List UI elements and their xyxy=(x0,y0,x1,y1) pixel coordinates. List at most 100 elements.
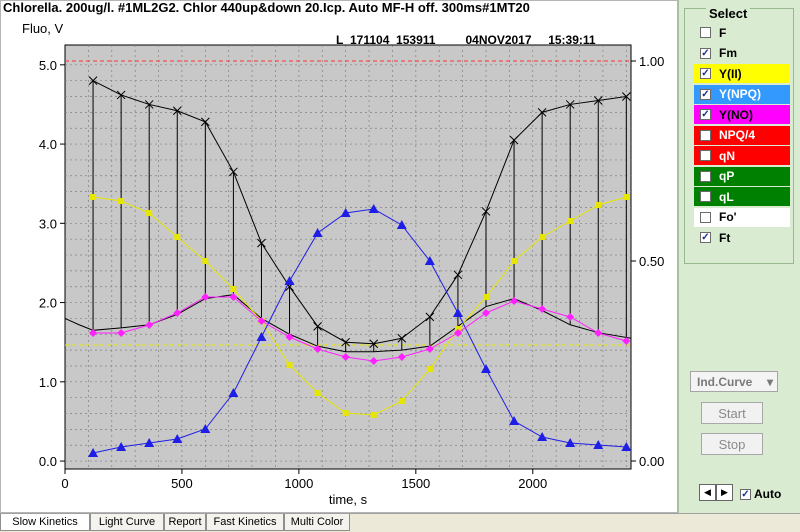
data-point-yii xyxy=(174,234,181,240)
data-point-yno xyxy=(257,317,266,325)
data-point-ynpq xyxy=(396,220,407,229)
series-line-fm xyxy=(92,80,627,345)
select-item[interactable]: ✓ Y(NPQ) xyxy=(694,84,790,104)
data-point-fm xyxy=(593,96,603,105)
data-point-fm xyxy=(257,238,266,248)
y-tick-label: 1.0 xyxy=(39,375,57,390)
marker-x-stroke xyxy=(172,106,182,116)
checkbox-empty-icon[interactable] xyxy=(700,150,711,161)
arrow-right-icon[interactable]: ▶ xyxy=(716,484,733,501)
checkbox-empty-icon[interactable] xyxy=(700,27,711,38)
tab-multi-color[interactable]: Multi Color xyxy=(284,514,350,531)
marker-x-stroke xyxy=(397,333,407,343)
data-point-yno xyxy=(425,345,434,353)
x-tick-label: 1000 xyxy=(284,476,313,491)
data-point-yii xyxy=(146,210,153,216)
x-tick-label: 0 xyxy=(61,476,68,491)
checkbox-empty-icon[interactable] xyxy=(700,170,711,182)
data-point-fm xyxy=(144,100,154,109)
data-point-yii xyxy=(567,218,574,224)
auto-checkmark-icon: ✓ xyxy=(740,488,751,500)
select-item[interactable]: qN xyxy=(694,146,790,165)
checkbox-empty-icon[interactable] xyxy=(700,129,711,141)
marker-x-stroke xyxy=(593,96,603,105)
select-item[interactable]: qP xyxy=(694,166,790,186)
data-point-yno xyxy=(89,329,98,337)
data-point-yno xyxy=(117,329,126,337)
tab-light-curve[interactable]: Light Curve xyxy=(90,514,164,531)
data-point-yno xyxy=(369,357,378,365)
data-point-ynpq xyxy=(144,438,155,447)
data-point-yno xyxy=(453,329,462,337)
select-item-label: F xyxy=(719,25,727,40)
x-tick-label: 500 xyxy=(171,476,193,491)
marker-x-stroke xyxy=(565,100,575,109)
checkbox-checked-icon[interactable]: ✓ xyxy=(700,88,711,100)
x-axis-label: time, s xyxy=(329,492,368,507)
checkbox-empty-icon[interactable] xyxy=(700,211,711,223)
tab-report[interactable]: Report xyxy=(164,514,206,531)
auto-checkbox[interactable]: ✓ Auto xyxy=(740,487,781,501)
select-item[interactable]: ✓ Ft xyxy=(694,228,790,247)
stop-button[interactable]: Stop xyxy=(701,433,763,455)
data-point-ynpq xyxy=(452,308,463,317)
time-label: 15:39:11 xyxy=(548,33,596,47)
data-point-yii xyxy=(230,286,237,292)
checkbox-empty-icon[interactable] xyxy=(700,191,711,202)
data-point-ynpq xyxy=(368,204,379,213)
data-point-ynpq xyxy=(509,416,520,425)
marker-x-stroke xyxy=(257,238,266,248)
measurement-header: Chlorella. 200ug/l. #1ML2G2. Chlor 440up… xyxy=(3,0,530,15)
data-point-ynpq xyxy=(480,364,491,373)
data-point-yii xyxy=(90,194,97,200)
file-id: L_171104_153911 xyxy=(336,33,436,47)
data-point-ynpq xyxy=(537,432,548,441)
marker-x-stroke xyxy=(229,167,238,177)
checkbox-checked-icon[interactable]: ✓ xyxy=(700,109,711,120)
file-timestamp: L_171104_153911 04NOV2017 15:39:11 xyxy=(336,33,596,47)
select-item[interactable]: qL xyxy=(694,187,790,206)
select-item-label: Fm xyxy=(719,46,737,60)
data-point-yii xyxy=(202,258,209,264)
series-line-ynpq xyxy=(92,208,627,454)
select-item[interactable]: Fo' xyxy=(694,207,790,227)
y-tick-label: 4.0 xyxy=(39,137,57,152)
select-item[interactable]: NPQ/4 xyxy=(694,125,790,145)
tab-fast-kinetics[interactable]: Fast Kinetics xyxy=(206,514,284,531)
data-point-yno xyxy=(538,305,547,313)
select-item-label: Ft xyxy=(719,230,731,245)
select-item[interactable]: ✓ Y(II) xyxy=(694,64,790,83)
checkbox-checked-icon[interactable]: ✓ xyxy=(700,68,711,79)
data-point-fm xyxy=(369,339,379,349)
series-line-yno xyxy=(93,296,627,362)
arrow-left-icon[interactable]: ◀ xyxy=(699,484,716,501)
data-point-fm xyxy=(481,207,491,216)
data-point-fm xyxy=(116,90,126,100)
select-item[interactable]: ✓ Y(NO) xyxy=(694,105,790,124)
ind-curve-value: Ind.Curve xyxy=(697,374,753,389)
slow-kinetics-chart: 0 500 1000 1500 2000 0.0 1.0 2.0 3.0 4.0 5.0 0.00 0.… xyxy=(39,44,664,507)
checkbox-checked-icon[interactable]: ✓ xyxy=(700,232,711,243)
data-point-yii xyxy=(370,412,377,418)
auto-label: Auto xyxy=(754,487,782,501)
checkbox-checked-icon[interactable]: ✓ xyxy=(700,47,711,59)
plot-area xyxy=(64,44,632,470)
select-item-label: qL xyxy=(719,189,734,204)
select-item-label: Fo' xyxy=(719,210,737,224)
select-item[interactable]: ✓ Fm xyxy=(694,43,790,63)
start-button[interactable]: Start xyxy=(701,402,763,424)
data-point-yno xyxy=(594,329,603,337)
select-item[interactable]: F xyxy=(694,23,790,42)
data-point-ynpq xyxy=(200,424,211,433)
data-point-ynpq xyxy=(256,332,267,341)
data-point-yno xyxy=(173,309,182,317)
data-point-fm xyxy=(88,76,98,86)
date-label: 04NOV2017 xyxy=(465,33,532,47)
tab-slow-kinetics[interactable]: Slow Kinetics xyxy=(0,514,90,531)
select-item-label: Y(II) xyxy=(719,66,742,81)
ind-curve-dropdown[interactable]: Ind.Curve ▾ xyxy=(690,371,778,392)
data-point-fm xyxy=(397,333,407,343)
select-item-label: NPQ/4 xyxy=(719,128,756,142)
y-axis-label: Fluo, V xyxy=(22,21,64,36)
data-point-ynpq xyxy=(172,434,183,443)
